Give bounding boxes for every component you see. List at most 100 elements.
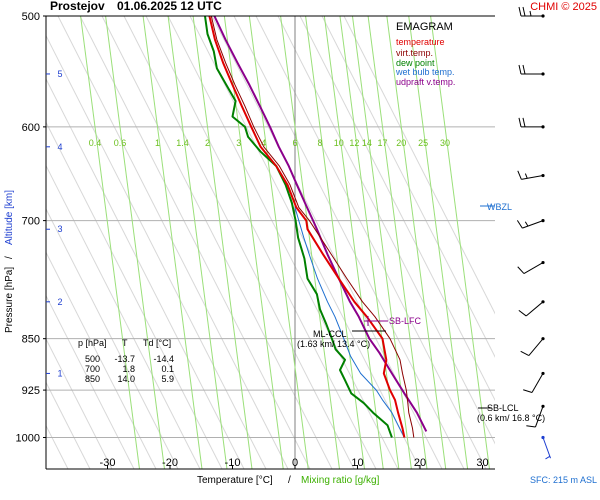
mixing-ratio-line bbox=[223, 16, 284, 469]
x-tick-label: 10 bbox=[351, 457, 363, 469]
mixing-ratio-label: 10 bbox=[334, 138, 344, 148]
dry-adiabat-line bbox=[145, 16, 377, 469]
mixing-ratio-line bbox=[248, 16, 309, 469]
dry-adiabat-line bbox=[46, 34, 267, 469]
dry-adiabat-line bbox=[46, 381, 91, 469]
dry-adiabat-line bbox=[299, 16, 495, 402]
table-header-t: T bbox=[122, 338, 128, 348]
annotations: SB-LFC WBZL ML-CCL (1.63 km/ 13.4 °C) SB… bbox=[297, 202, 597, 485]
table-cell: 0.1 bbox=[161, 364, 174, 374]
wind-barb-station bbox=[541, 435, 545, 440]
wind-barb-flag bbox=[517, 170, 522, 180]
table-cell: 850 bbox=[85, 374, 100, 384]
wind-barb-shaft bbox=[531, 373, 544, 393]
legend-title: EMAGRAM bbox=[396, 21, 453, 33]
wind-barb-flag bbox=[518, 309, 527, 317]
mixing-ratio-label: 8 bbox=[317, 138, 322, 148]
wind-barb-shaft bbox=[528, 338, 544, 356]
y-tick-label: 500 bbox=[22, 11, 40, 23]
y-tick-label: 700 bbox=[22, 216, 40, 228]
y-tick-label: 925 bbox=[22, 385, 40, 397]
wbzl-label: WBZL bbox=[487, 202, 512, 212]
legend-item-virtual-temperature: virt.temp. bbox=[396, 48, 433, 58]
wind-barb-shaft bbox=[535, 406, 544, 428]
wind-barb-half-flag bbox=[529, 10, 532, 17]
wind-barb bbox=[523, 371, 545, 393]
x-axis-title: Temperature [°C] / Mixing ratio [g/kg] bbox=[197, 475, 380, 486]
x-axis-title-separator: / bbox=[288, 475, 291, 486]
wind-barb-flag bbox=[520, 350, 530, 356]
wind-barb-flag bbox=[522, 6, 526, 17]
table-cell: -14.4 bbox=[153, 354, 174, 364]
mixing-ratio-label: 17 bbox=[377, 138, 387, 148]
wind-barb-shaft bbox=[522, 220, 544, 229]
mixing-ratio-label: 4 bbox=[261, 138, 266, 148]
wind-barb-shaft bbox=[521, 175, 544, 180]
ml-ccl-label: ML-CCL bbox=[313, 329, 347, 339]
table-cell: -13.7 bbox=[114, 354, 135, 364]
mixing-ratio-line bbox=[339, 16, 400, 469]
mixing-ratio-label: 6 bbox=[292, 138, 297, 148]
wind-barb-station bbox=[541, 300, 545, 304]
wind-barb bbox=[517, 170, 545, 180]
station-title: Prostejov bbox=[50, 0, 105, 13]
table-header-pressure: p [hPa] bbox=[78, 338, 107, 348]
wind-barb-half-flag bbox=[524, 173, 528, 179]
legend-item-dew-point: dew point bbox=[396, 58, 435, 68]
legend-item-temperature: temperature bbox=[396, 37, 445, 47]
mixing-ratio-line bbox=[142, 16, 203, 469]
mixing-ratio-line bbox=[80, 16, 140, 469]
dry-adiabat-line bbox=[46, 207, 179, 469]
copyright-text: CHMI © 2025 bbox=[530, 1, 597, 13]
mixing-ratio-label: 2 bbox=[205, 138, 210, 148]
mixing-ratio-line bbox=[408, 16, 469, 469]
mixing-ratio-line bbox=[192, 16, 253, 469]
wind-barb-station bbox=[541, 14, 545, 18]
mixing-ratio-label: 1.4 bbox=[176, 138, 189, 148]
mixing-ratio-label: 20 bbox=[396, 138, 406, 148]
dry-adiabat-line bbox=[46, 337, 113, 469]
mixing-ratio-label: 14 bbox=[362, 138, 372, 148]
y-axis-title-altitude: Altitude [km] bbox=[4, 190, 15, 245]
table-header-td: Td [°C] bbox=[143, 338, 171, 348]
dry-adiabat-line bbox=[46, 164, 201, 469]
wind-barbs bbox=[516, 6, 551, 460]
wind-barb bbox=[518, 6, 545, 18]
y-axis-title: Pressure [hPa] / Altitude [km] bbox=[4, 190, 15, 333]
mixing-ratio-label: 25 bbox=[418, 138, 428, 148]
dry-adiabat-line bbox=[277, 16, 495, 445]
sounding-datetime: 01.06.2025 12 UTC bbox=[117, 0, 222, 13]
wind-barb bbox=[518, 64, 545, 76]
altitude-tick-label: 5 bbox=[57, 69, 62, 79]
altitude-tick-label: 1 bbox=[57, 368, 62, 378]
legend-item-wet-bulb: wet bulb temp. bbox=[395, 67, 455, 77]
wind-barb-station bbox=[541, 173, 545, 178]
mixing-ratio-line bbox=[305, 16, 365, 469]
wind-barb-shaft bbox=[525, 301, 544, 317]
wind-barb-half-flag bbox=[545, 455, 551, 460]
wind-barb bbox=[541, 435, 551, 460]
wind-barb-flag bbox=[517, 266, 525, 274]
dry-adiabat-line bbox=[79, 16, 311, 469]
wind-barb-shaft bbox=[523, 262, 544, 274]
wind-barb-flag bbox=[518, 6, 522, 17]
mixing-ratio-line bbox=[323, 16, 384, 469]
dry-adiabat-line bbox=[167, 16, 399, 469]
legend: EMAGRAM temperature virt.temp. dew point… bbox=[395, 21, 455, 87]
mixing-ratio-label: 0.6 bbox=[114, 138, 127, 148]
mixing-ratio-label: 0.4 bbox=[89, 138, 102, 148]
mixing-ratio-lines bbox=[80, 16, 490, 469]
wind-barb-flag bbox=[526, 425, 536, 428]
ml-ccl-values: (1.63 km/ 13.4 °C) bbox=[297, 339, 370, 349]
dry-adiabat-line bbox=[255, 16, 487, 469]
wind-barb-station bbox=[541, 219, 545, 223]
series-line-wet-bulb-temp bbox=[294, 207, 405, 438]
wind-barb-shaft bbox=[542, 437, 551, 459]
dry-adiabat-line bbox=[46, 77, 245, 469]
dry-adiabat-line bbox=[321, 16, 495, 358]
wind-barb-flag bbox=[522, 64, 526, 75]
wind-barb-flag bbox=[522, 117, 526, 127]
y-axis-title-pressure: Pressure [hPa] bbox=[4, 267, 15, 333]
x-tick-label: -20 bbox=[162, 457, 178, 469]
wind-barb bbox=[526, 404, 545, 428]
